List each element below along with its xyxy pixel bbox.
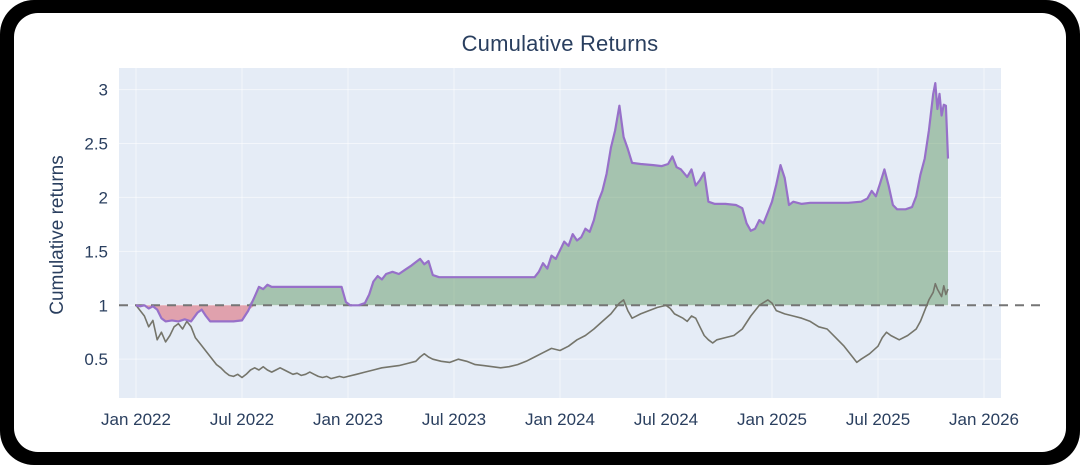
red-fill-area — [136, 305, 948, 322]
chart-title: Cumulative Returns — [461, 31, 659, 56]
y-tick-label: 2.5 — [84, 134, 108, 153]
x-tick-label: Jul 2025 — [846, 410, 910, 429]
x-tick-label: Jul 2023 — [422, 410, 486, 429]
y-tick-label: 0.5 — [84, 350, 108, 369]
benchmark-line — [135, 282, 949, 380]
y-tick-label: 1 — [99, 296, 108, 315]
chart-card: Cumulative Returns Cumulative returns Ja… — [14, 13, 1066, 452]
x-tick-label: Jan 2023 — [313, 410, 383, 429]
x-tick-label: Jul 2022 — [210, 410, 274, 429]
cumulative-returns-chart: Jan 2022 Jul 2022 Jan 2023 Jul 2023 Jan 2024… — [84, 68, 1040, 429]
y-tick-label: 2 — [99, 188, 108, 207]
strategy-line — [135, 82, 950, 323]
y-tick-label: 1.5 — [84, 242, 108, 261]
y-tick-label: 3 — [99, 81, 108, 100]
green-fill-area — [136, 83, 948, 306]
x-tick-label: Jan 2026 — [949, 410, 1019, 429]
x-tick-label: Jan 2025 — [737, 410, 807, 429]
x-tick-label: Jan 2022 — [101, 410, 171, 429]
x-tick-label: Jul 2024 — [634, 410, 698, 429]
x-tick-label: Jan 2024 — [525, 410, 595, 429]
